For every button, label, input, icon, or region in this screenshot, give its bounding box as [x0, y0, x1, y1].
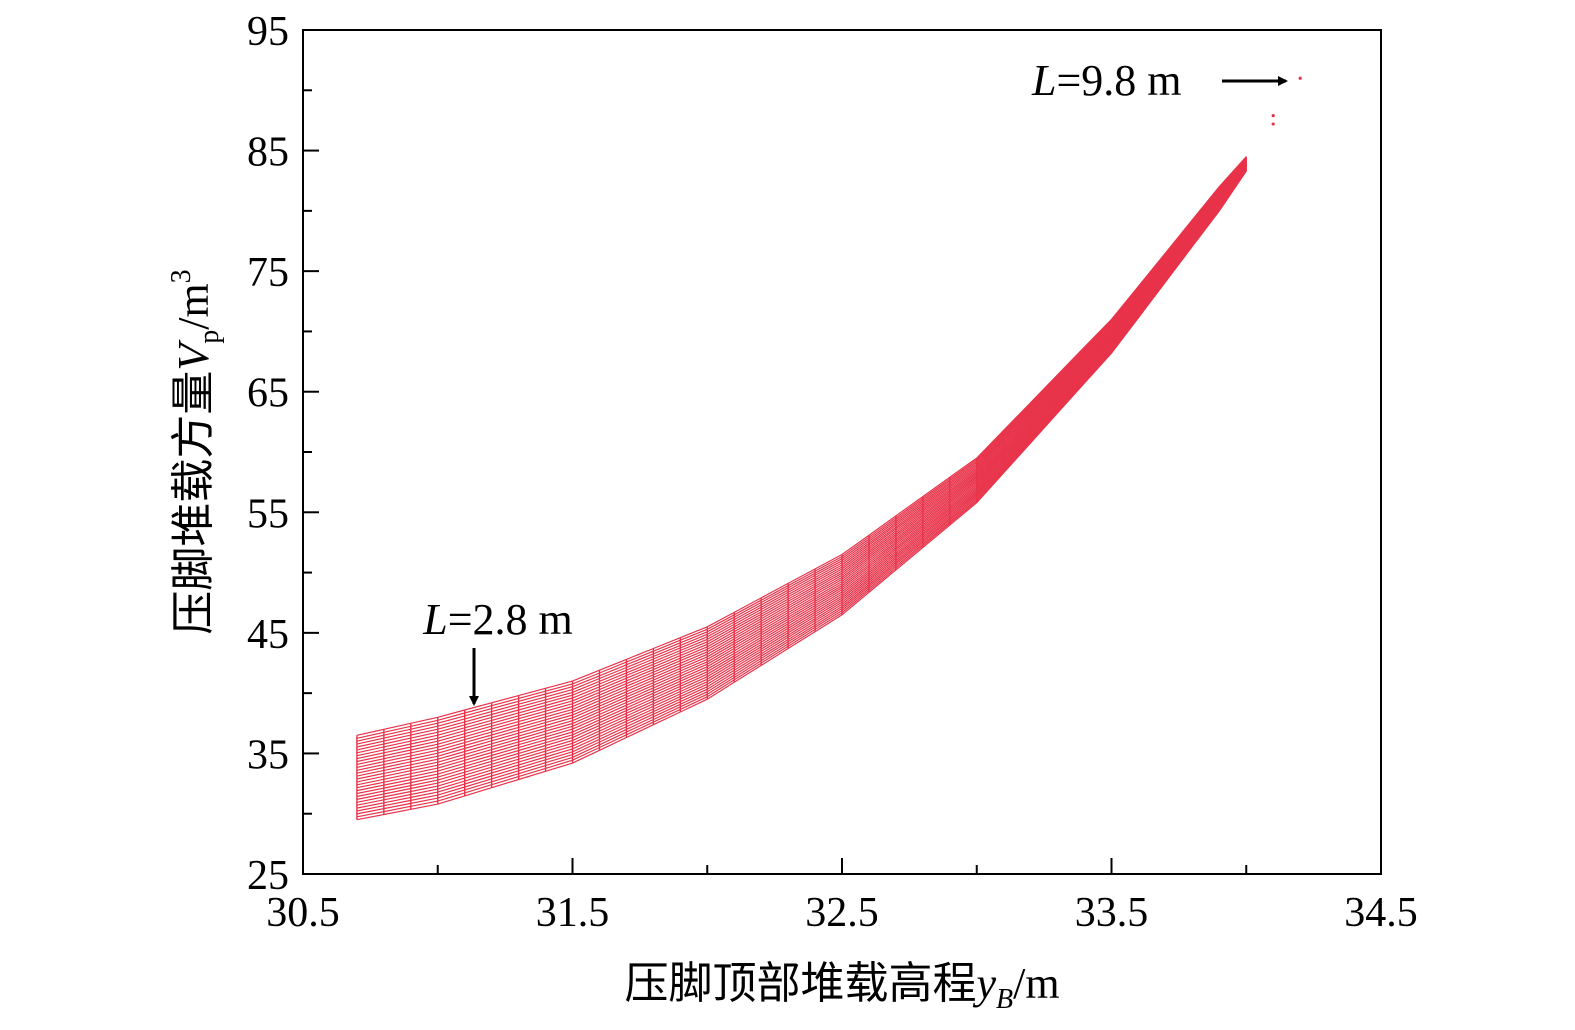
series-line — [356, 167, 1247, 803]
y-tick-label: 75 — [247, 250, 289, 296]
series-line — [356, 160, 1247, 763]
series-line — [356, 162, 1247, 774]
series-line — [356, 157, 1247, 742]
series-line — [356, 168, 1247, 806]
y-axis-ticks: 25 35 45 55 65 75 85 95 — [247, 9, 319, 899]
y-tick-label: 65 — [247, 371, 289, 417]
series-line — [356, 164, 1247, 783]
y-tick-label: 85 — [247, 130, 289, 176]
y-tick-label: 35 — [247, 732, 289, 778]
svg-text:L=2.8 m: L=2.8 m — [422, 595, 573, 644]
series-line — [356, 160, 1247, 760]
data-point — [1271, 122, 1275, 126]
series-line — [356, 169, 1247, 812]
plot-lines — [356, 76, 1302, 821]
x-axis-title: 压脚顶部堆载高程yB/m — [624, 958, 1059, 1015]
series-line — [356, 159, 1247, 754]
series-line — [356, 170, 1247, 821]
series-line — [356, 158, 1247, 748]
svg-text:L=9.8 m: L=9.8 m — [1031, 56, 1182, 105]
series-line — [356, 158, 1247, 751]
y-tick-label: 95 — [247, 9, 289, 55]
series-line — [356, 159, 1247, 757]
series-line — [356, 166, 1247, 798]
series-line — [356, 170, 1247, 818]
series-line — [356, 165, 1247, 789]
series-line — [356, 161, 1247, 765]
series-line — [356, 163, 1247, 780]
y-tick-label: 45 — [247, 612, 289, 658]
series-line — [356, 161, 1247, 768]
x-axis-ticks: 30.5 31.5 32.5 33.5 34.5 — [266, 858, 1418, 936]
x-tick-label: 34.5 — [1344, 890, 1418, 936]
annotation-l-9-8: L=9.8 m — [1031, 56, 1288, 105]
series-line — [356, 166, 1247, 795]
x-tick-label: 30.5 — [266, 890, 340, 936]
annotation-l-2-8: L=2.8 m — [422, 595, 573, 706]
x-tick-label: 33.5 — [1075, 890, 1149, 936]
x-tick-label: 31.5 — [536, 890, 610, 936]
series-line — [356, 164, 1247, 786]
series-line — [356, 163, 1247, 777]
x-tick-label: 32.5 — [805, 890, 879, 936]
series-line — [356, 167, 1247, 800]
data-point — [1271, 114, 1275, 118]
series-line — [356, 162, 1247, 771]
series-line — [356, 168, 1247, 809]
series-line — [356, 157, 1247, 745]
series-line — [356, 165, 1247, 792]
data-point — [1298, 76, 1302, 80]
series-line — [356, 156, 1247, 736]
y-axis-title: 压脚堆载方量Vp/m3 — [166, 269, 225, 634]
series-line — [356, 169, 1247, 815]
series-line — [356, 156, 1247, 739]
y-tick-label: 55 — [247, 491, 289, 537]
y-tick-label: 25 — [247, 853, 289, 899]
